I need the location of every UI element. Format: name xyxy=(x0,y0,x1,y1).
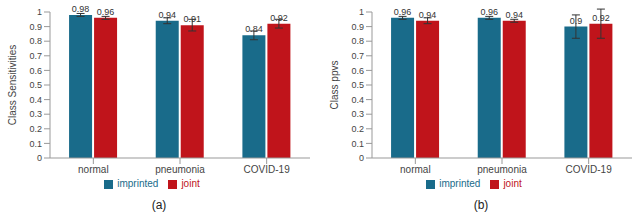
svg-text:0.9: 0.9 xyxy=(570,16,583,26)
svg-text:0: 0 xyxy=(359,153,364,163)
svg-text:0.7: 0.7 xyxy=(351,51,364,61)
svg-text:0.92: 0.92 xyxy=(270,13,288,23)
svg-text:COVID-19: COVID-19 xyxy=(566,164,613,175)
svg-text:normal: normal xyxy=(400,164,431,175)
html-text:joint: joint xyxy=(181,178,200,189)
svg-text:0.9: 0.9 xyxy=(351,22,364,32)
svg-text:Class ppvs: Class ppvs xyxy=(329,61,340,110)
svg-text:0.8: 0.8 xyxy=(29,36,42,46)
svg-text:0.1: 0.1 xyxy=(29,139,42,149)
svg-text:0.5: 0.5 xyxy=(29,80,42,90)
svg-text:0.6: 0.6 xyxy=(351,66,364,76)
svg-text:Class Sensitivities: Class Sensitivities xyxy=(8,45,18,126)
svg-text:0.94: 0.94 xyxy=(419,10,437,20)
svg-text:0.91: 0.91 xyxy=(183,14,201,24)
svg-text:0.2: 0.2 xyxy=(29,124,42,134)
html-text:joint: joint xyxy=(503,178,522,189)
svg-text:0.6: 0.6 xyxy=(29,66,42,76)
svg-text:0.94: 0.94 xyxy=(158,10,176,20)
svg-text:COVID-19: COVID-19 xyxy=(244,164,291,175)
svg-text:0.96: 0.96 xyxy=(97,7,115,17)
html-text:(a): (a) xyxy=(151,198,167,212)
svg-text:0.84: 0.84 xyxy=(245,24,263,34)
svg-text:0.96: 0.96 xyxy=(394,7,412,17)
svg-text:1: 1 xyxy=(359,7,364,17)
svg-text:pneumonia: pneumonia xyxy=(155,164,205,175)
svg-text:0.7: 0.7 xyxy=(29,51,42,61)
svg-text:1: 1 xyxy=(37,7,42,17)
svg-text:0.2: 0.2 xyxy=(351,124,364,134)
svg-text:0.94: 0.94 xyxy=(505,10,523,20)
svg-text:0.96: 0.96 xyxy=(480,7,498,17)
svg-text:0.98: 0.98 xyxy=(72,4,90,14)
svg-text:0.9: 0.9 xyxy=(29,22,42,32)
svg-text:0.1: 0.1 xyxy=(351,139,364,149)
html-text:imprinted: imprinted xyxy=(439,178,481,189)
svg-text:0.92: 0.92 xyxy=(592,13,610,23)
svg-text:pneumonia: pneumonia xyxy=(477,164,527,175)
svg-text:normal: normal xyxy=(78,164,109,175)
svg-text:0.5: 0.5 xyxy=(351,80,364,90)
svg-text:0: 0 xyxy=(37,153,42,163)
svg-text:0.3: 0.3 xyxy=(351,109,364,119)
html-text:imprinted: imprinted xyxy=(117,178,159,189)
svg-text:0.4: 0.4 xyxy=(29,95,42,105)
svg-text:0.3: 0.3 xyxy=(29,109,42,119)
svg-text:0.8: 0.8 xyxy=(351,36,364,46)
svg-text:0.4: 0.4 xyxy=(351,95,364,105)
html-text:(b): (b) xyxy=(473,198,489,212)
